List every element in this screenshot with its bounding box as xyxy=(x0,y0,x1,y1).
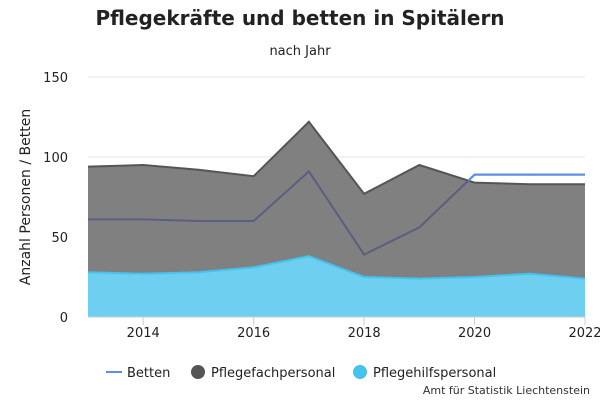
chart-subtitle: nach Jahr xyxy=(269,44,331,59)
legend-label: Betten xyxy=(127,366,170,381)
legend-item[interactable]: Betten xyxy=(106,366,170,381)
x-tick-label: 2016 xyxy=(237,326,270,341)
series-lines xyxy=(87,120,586,280)
line-pflegefachpersonal xyxy=(87,120,585,196)
y-tick-label: 150 xyxy=(43,71,68,86)
legend-dot-symbol xyxy=(353,365,367,379)
legend-label: Pflegefachpersonal xyxy=(211,366,335,381)
legend-item[interactable]: Pflegehilfspersonal xyxy=(353,365,496,381)
y-tick-label: 0 xyxy=(60,311,68,326)
y-tick-label: 50 xyxy=(51,231,68,246)
x-tick-label: 2020 xyxy=(458,326,491,341)
x-tick-label: 2018 xyxy=(348,326,381,341)
area-pflegefachpersonal xyxy=(88,121,585,317)
legend-item[interactable]: Pflegefachpersonal xyxy=(191,365,335,381)
chart-title: Pflegekräfte und betten in Spitälern xyxy=(95,6,505,30)
x-tick-label: 2022 xyxy=(568,326,600,341)
x-axis: 2014 2016 2018 2020 2022 xyxy=(88,316,600,341)
legend-label: Pflegehilfspersonal xyxy=(373,366,496,381)
line-betten-segment xyxy=(467,173,476,182)
legend-dot-symbol xyxy=(191,365,205,379)
legend: Betten Pflegefachpersonal Pflegehilfsperso… xyxy=(106,365,496,381)
y-axis-title: Anzahl Personen / Betten xyxy=(18,109,34,285)
x-tick-label: 2014 xyxy=(127,326,160,341)
y-axis: 0 50 100 150 xyxy=(43,71,68,326)
y-tick-label: 100 xyxy=(43,151,68,166)
source-credit: Amt für Statistik Liechtenstein xyxy=(422,384,590,397)
line-pflegehilfspersonal xyxy=(87,255,586,280)
